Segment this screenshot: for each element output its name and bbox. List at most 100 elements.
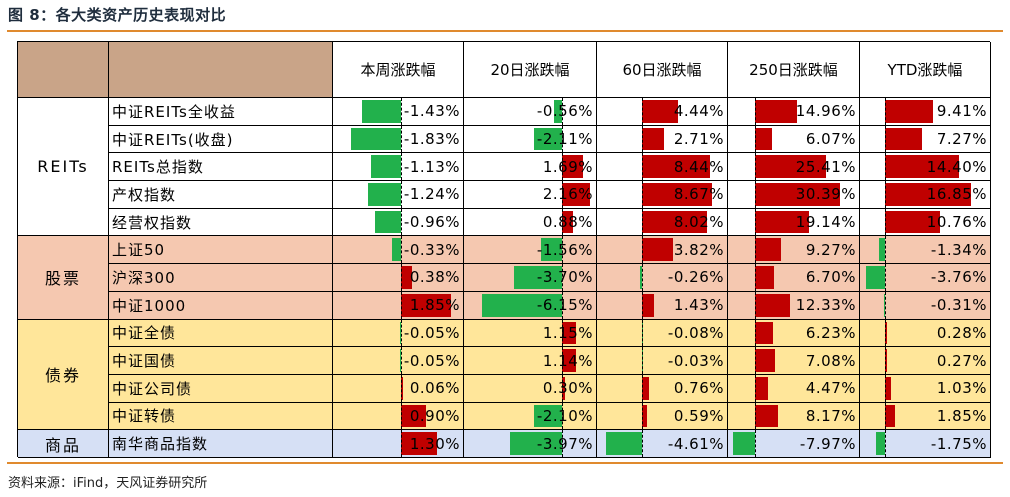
zero-axis-line (642, 153, 644, 181)
positive-bar (755, 100, 798, 123)
value-cell: -0.03% (597, 347, 728, 375)
value-cell: -1.34% (860, 236, 991, 265)
zero-axis-line (642, 208, 644, 236)
value-label: 7.08% (805, 351, 856, 370)
asset-name: 经营权指数 (109, 208, 333, 237)
value-cell: 8.17% (728, 402, 860, 431)
value-label: -0.56% (536, 102, 593, 121)
zero-axis-line (561, 98, 563, 125)
negative-bar (481, 293, 562, 317)
negative-bar (392, 238, 402, 262)
value-label: 2.16% (542, 185, 593, 204)
value-label: -0.33% (403, 240, 460, 259)
zero-axis-line (561, 208, 563, 236)
positive-bar (755, 404, 779, 428)
zero-axis-line (885, 153, 887, 181)
negative-bar (883, 293, 886, 317)
value-cell: -0.26% (597, 264, 728, 292)
zero-axis-line (755, 319, 757, 347)
value-cell: 0.38% (333, 264, 464, 292)
value-cell: 0.28% (860, 319, 991, 348)
zero-axis-line (642, 264, 644, 291)
value-label: 4.44% (673, 102, 724, 121)
asset-name: 中证国债 (109, 347, 333, 375)
value-cell: 1.30% (333, 430, 464, 458)
value-cell: 0.59% (597, 402, 728, 431)
value-cell: -1.83% (333, 125, 464, 154)
value-cell: 6.23% (728, 319, 860, 348)
value-label: 1.14% (542, 351, 593, 370)
value-cell: -0.33% (333, 236, 464, 265)
value-cell: 0.27% (860, 347, 991, 375)
zero-axis-line (755, 402, 757, 430)
positive-bar (885, 210, 941, 234)
zero-axis-line (885, 98, 887, 125)
value-cell: 0.90% (333, 402, 464, 431)
value-label: 0.28% (936, 323, 987, 342)
zero-axis-line (401, 319, 403, 347)
bottom-rule (7, 462, 1003, 464)
value-cell: 8.02% (597, 208, 728, 237)
zero-axis-line (642, 181, 644, 208)
value-label: -0.08% (667, 323, 724, 342)
zero-axis-line (642, 347, 644, 374)
value-label: 0.27% (936, 351, 987, 370)
value-label: 8.17% (805, 406, 856, 425)
value-label: 30.39% (795, 185, 856, 204)
value-cell: 1.43% (597, 291, 728, 320)
negative-bar (554, 100, 562, 123)
negative-bar (510, 432, 562, 455)
value-label: 3.82% (673, 240, 724, 259)
asset-name: 中证转债 (109, 402, 333, 431)
zero-axis-line (401, 98, 403, 125)
value-cell: 6.70% (728, 264, 860, 292)
value-label: 7.27% (936, 130, 987, 149)
value-label: 9.27% (805, 240, 856, 259)
asset-name: 中证全债 (109, 319, 333, 348)
category-cell: REITs (18, 98, 109, 237)
value-label: 1.85% (936, 406, 987, 425)
value-cell: -6.15% (464, 291, 597, 320)
value-label: -3.76% (930, 268, 987, 287)
positive-bar (885, 404, 895, 428)
zero-axis-line (885, 347, 887, 374)
zero-axis-line (401, 347, 403, 374)
positive-bar (561, 321, 577, 345)
negative-bar (641, 321, 643, 345)
asset-name: 中证公司债 (109, 374, 333, 403)
zero-axis-line (885, 402, 887, 430)
positive-bar (642, 100, 679, 123)
value-cell: 1.14% (464, 347, 597, 375)
zero-axis-line (642, 98, 644, 125)
zero-axis-line (561, 264, 563, 291)
value-label: -0.05% (403, 323, 460, 342)
zero-axis-line (885, 291, 887, 319)
value-label: -0.03% (667, 351, 724, 370)
category-cell: 股票 (18, 236, 109, 320)
negative-bar (866, 266, 886, 289)
value-cell: -2.11% (464, 125, 597, 154)
value-cell: 19.14% (728, 208, 860, 237)
negative-bar (513, 266, 562, 289)
positive-bar (401, 432, 437, 455)
zero-axis-line (642, 291, 644, 319)
zero-axis-line (642, 125, 644, 153)
column-header: YTD涨跌幅 (860, 42, 991, 98)
value-label: 0.76% (673, 379, 724, 398)
value-label: 1.15% (542, 323, 593, 342)
positive-bar (561, 210, 573, 234)
value-cell: 7.08% (728, 347, 860, 375)
value-cell: 25.41% (728, 153, 860, 182)
value-cell: -0.31% (860, 291, 991, 320)
value-cell: -2.10% (464, 402, 597, 431)
zero-axis-line (401, 291, 403, 319)
zero-axis-line (401, 153, 403, 181)
value-label: 1.30% (409, 434, 460, 453)
value-label: -1.43% (403, 102, 460, 121)
value-label: -2.11% (536, 130, 593, 149)
source-note: 资料来源：iFind，天风证券研究所 (8, 476, 208, 491)
value-cell: 0.88% (464, 208, 597, 237)
asset-performance-table: 本周涨跌幅 20日涨跌幅 60日涨跌幅 250日涨跌幅 YTD涨跌幅 REITs 中证REI… (17, 41, 991, 458)
value-cell: 12.33% (728, 291, 860, 320)
value-cell: -3.97% (464, 430, 597, 458)
